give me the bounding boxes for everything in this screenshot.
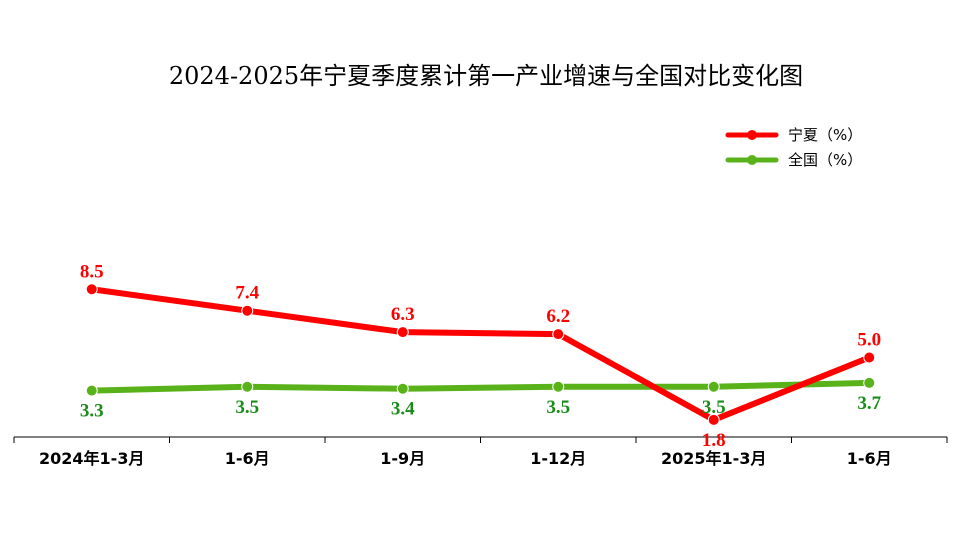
- data-point: [707, 413, 720, 426]
- data-point: [552, 328, 565, 341]
- data-label: 3.5: [546, 397, 570, 418]
- x-tick-label: 1-6月: [225, 449, 270, 468]
- data-label: 3.5: [235, 397, 259, 418]
- data-point: [863, 351, 876, 364]
- data-label: 3.3: [80, 401, 104, 422]
- x-tick-label: 1-12月: [530, 449, 586, 468]
- data-label: 3.7: [857, 393, 881, 414]
- series-line: [91, 379, 870, 394]
- data-point: [85, 384, 98, 397]
- series-layer: 8.5 7.4 6.3 6.2 1.8 5.0 3.3 3.5 3.4 3.5 3.5 3.7: [80, 261, 882, 451]
- data-label: 6.3: [391, 304, 415, 325]
- data-point: [707, 380, 720, 393]
- data-point: [241, 380, 254, 393]
- data-point: [396, 326, 409, 339]
- data-point: [241, 304, 254, 317]
- x-tick-label: 1-6月: [847, 449, 892, 468]
- data-label: 3.4: [391, 399, 415, 420]
- legend-label-ningxia: 宁夏（%）: [788, 126, 862, 144]
- data-label: 6.2: [546, 306, 570, 327]
- x-axis: 2024年1-3月 1-6月 1-9月 1-12月 2025年1-3月 1-6月: [13, 436, 948, 468]
- data-label: 3.5: [702, 397, 726, 418]
- data-point: [552, 380, 565, 393]
- data-point: [396, 382, 409, 395]
- x-tick-label: 1-9月: [380, 449, 425, 468]
- series-line: [91, 286, 871, 423]
- data-point: [863, 376, 876, 389]
- legend-label-national: 全国（%）: [788, 151, 862, 169]
- legend: 宁夏（%） 全国（%）: [725, 126, 862, 169]
- data-label: 1.8: [702, 430, 726, 451]
- data-label: 8.5: [80, 261, 104, 282]
- legend-marker-ningxia: [747, 130, 757, 140]
- data-point: [85, 283, 98, 296]
- chart-title: 2024-2025年宁夏季度累计第一产业增速与全国对比变化图: [169, 62, 803, 90]
- legend-marker-national: [747, 155, 757, 165]
- data-label: 5.0: [857, 330, 881, 351]
- data-label: 7.4: [235, 283, 259, 304]
- x-tick-label: 2024年1-3月: [39, 449, 144, 468]
- x-tick-label: 2025年1-3月: [661, 449, 766, 468]
